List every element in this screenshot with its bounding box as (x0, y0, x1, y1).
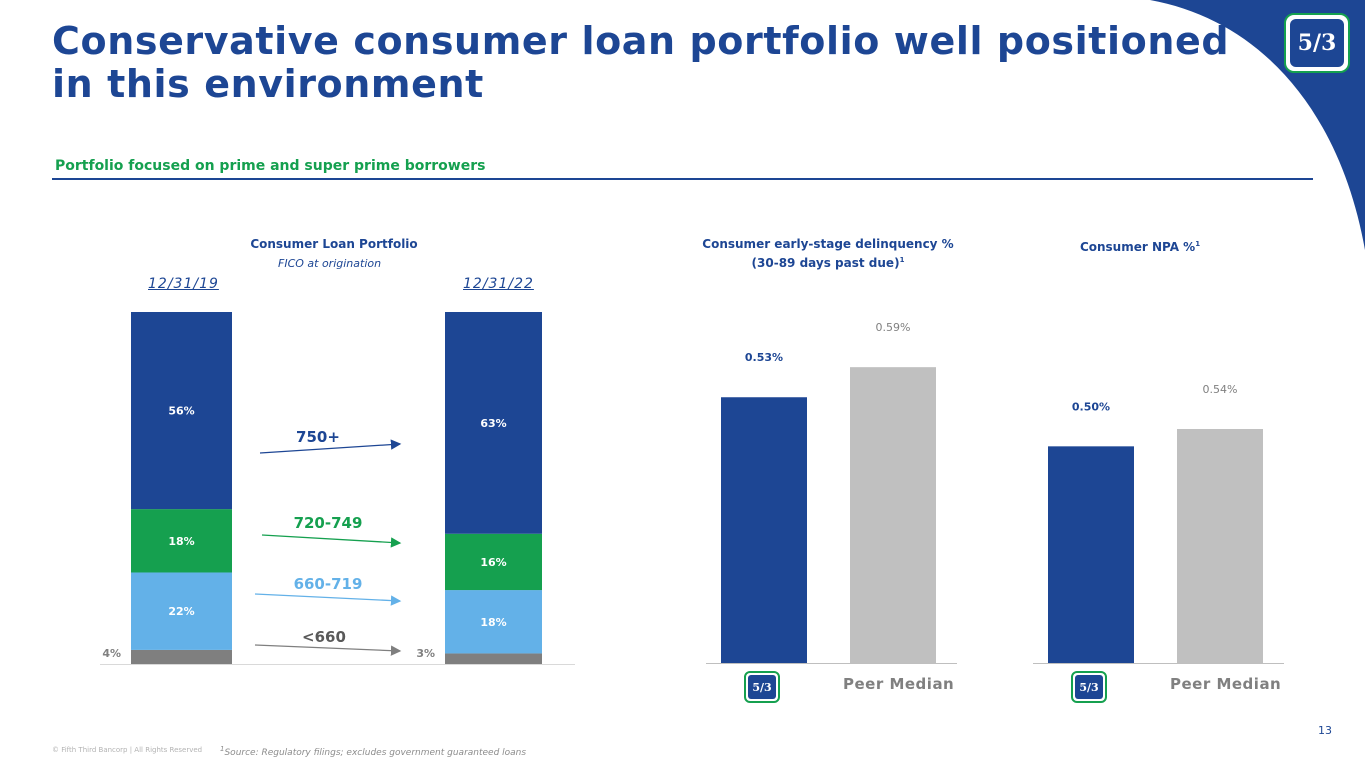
section-subtitle: Portfolio focused on prime and super pri… (55, 158, 486, 174)
fico-bar-segment-1-2 (445, 533, 542, 591)
fico-bar-segment-0-1 (131, 572, 232, 650)
fico-band-label-0: <660 (302, 628, 346, 646)
npa-title-text: Consumer NPA % (1079, 240, 1196, 254)
delinquency-chart-title: Consumer early-stage delinquency % (30-8… (688, 236, 968, 271)
copyright-text: © Fifth Third Bancorp | All Rights Reser… (52, 746, 203, 754)
fico-bar-segment-0-0 (131, 649, 232, 664)
fico-bar-segment-0-2 (131, 509, 232, 573)
fico-bar-segment-1-3 (445, 312, 542, 534)
delinquency-value-label-1: 0.59% (876, 321, 911, 334)
loan-portfolio-title: Consumer Loan Portfolio (250, 237, 418, 251)
delinquency-peer-label: Peer Median (843, 675, 955, 693)
fico-band-label-1: 660-719 (294, 575, 363, 593)
delinquency-footnote-mark: 1 (899, 256, 905, 264)
npa-bar-0 (1048, 446, 1134, 663)
fico-band-label-2: 720-749 (294, 514, 363, 532)
npa-value-label-1: 0.54% (1203, 383, 1238, 396)
delinquency-title-line1: Consumer early-stage delinquency % (702, 237, 954, 251)
date-label-2022: 12/31/22 (463, 276, 534, 292)
fico-bar-segment-1-1 (445, 590, 542, 654)
delinquency-bar-1 (850, 367, 936, 663)
fico-label-1-3: 63% (480, 417, 506, 430)
fico-label-0-0: 4% (102, 647, 121, 660)
fico-label-0-2: 18% (168, 535, 194, 548)
fico-arrow-0 (254, 644, 402, 656)
fico-band-label-3: 750+ (296, 428, 340, 446)
npa-footnote-mark: 1 (1195, 240, 1201, 248)
page-number: 13 (1318, 724, 1332, 737)
delinquency-value-label-0: 0.53% (745, 351, 783, 364)
logo-mark-text: 5/3 (1297, 30, 1337, 56)
npa-peer-label: Peer Median (1170, 675, 1282, 693)
fico-label-1-1: 18% (480, 616, 506, 629)
date-label-2019: 12/31/19 (148, 276, 219, 292)
fico-arrow-3 (259, 439, 402, 454)
section-divider (52, 178, 1313, 180)
delinquency-logo-text: 5/3 (752, 680, 772, 694)
source-footnote-mark: 1 (220, 745, 225, 753)
npa-bar-1 (1177, 429, 1263, 663)
fico-bar-segment-1-0 (445, 653, 542, 664)
fico-label-0-1: 22% (168, 605, 194, 618)
delinquency-title-line2: (30-89 days past due) (751, 256, 900, 270)
delinquency-bar-0 (721, 397, 807, 663)
delinquency-category-logo: 5/3 (744, 671, 780, 703)
npa-logo-text: 5/3 (1079, 680, 1099, 694)
fico-arrow-1 (254, 593, 402, 606)
fico-arrow-2 (261, 534, 402, 548)
fico-label-1-0: 3% (416, 647, 435, 660)
source-footnote-text: Source: Regulatory filings; excludes gov… (224, 748, 527, 758)
source-footnote: 1Source: Regulatory filings; excludes go… (220, 745, 526, 758)
npa-chart-title: Consumer NPA %1 (1060, 236, 1220, 255)
npa-category-logo: 5/3 (1071, 671, 1107, 703)
fico-label-1-2: 16% (480, 556, 506, 569)
loan-portfolio-subtitle: FICO at origination (278, 257, 382, 270)
page-title: Conservative consumer loan portfolio wel… (52, 19, 1230, 106)
fico-label-0-3: 56% (168, 405, 194, 418)
fifth-third-logo: 5/3 (1284, 13, 1350, 73)
fico-bar-segment-0-3 (131, 312, 232, 510)
npa-value-label-0: 0.50% (1072, 400, 1110, 413)
